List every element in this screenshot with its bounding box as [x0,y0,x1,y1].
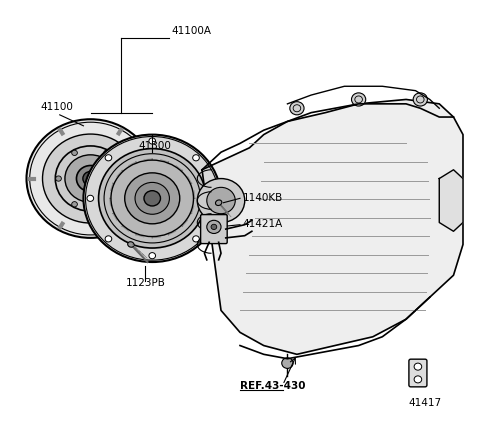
Circle shape [125,173,180,224]
Circle shape [135,182,169,214]
Circle shape [26,119,155,238]
Circle shape [413,93,427,106]
FancyBboxPatch shape [409,359,427,387]
Circle shape [207,187,235,214]
Text: 41421A: 41421A [242,219,283,229]
Circle shape [282,358,293,368]
Circle shape [43,134,139,223]
Circle shape [207,220,221,234]
Circle shape [72,202,77,207]
Polygon shape [202,99,463,354]
Circle shape [65,155,116,202]
Circle shape [72,150,77,155]
Polygon shape [439,170,463,231]
Circle shape [192,236,199,242]
Circle shape [351,93,366,106]
Circle shape [55,146,126,211]
Text: 41100: 41100 [41,102,73,113]
Text: 1123PB: 1123PB [126,278,166,288]
Circle shape [149,138,156,144]
Text: 1140KB: 1140KB [242,194,283,203]
Text: 41100A: 41100A [171,26,211,36]
Text: REF.43-430: REF.43-430 [240,380,305,391]
Circle shape [56,176,61,181]
Circle shape [120,176,125,181]
Circle shape [111,160,193,237]
Circle shape [104,150,109,155]
Circle shape [87,176,94,182]
Circle shape [105,236,112,242]
Circle shape [192,155,199,161]
Circle shape [83,171,98,186]
Circle shape [197,178,245,222]
Ellipse shape [216,200,222,206]
Circle shape [414,363,422,370]
Circle shape [76,166,105,192]
Circle shape [84,134,221,262]
Text: 41417: 41417 [408,398,442,408]
FancyBboxPatch shape [201,214,227,243]
Circle shape [211,195,217,202]
Circle shape [149,253,156,259]
Circle shape [414,376,422,383]
Circle shape [105,155,112,161]
Ellipse shape [128,242,134,247]
Circle shape [144,191,160,206]
Circle shape [211,224,217,230]
Circle shape [104,202,109,207]
Circle shape [87,195,94,202]
Circle shape [98,149,206,248]
Circle shape [290,101,304,115]
Text: 41300: 41300 [138,141,171,151]
